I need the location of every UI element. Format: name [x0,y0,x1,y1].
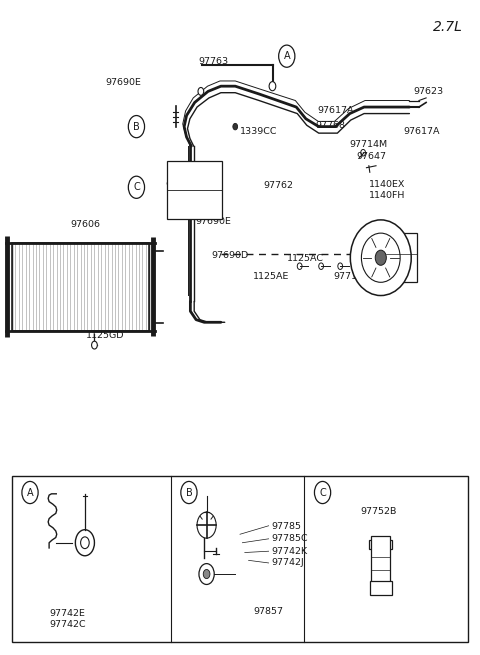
Text: 97690D: 97690D [212,252,249,260]
Text: 2.7L: 2.7L [432,20,463,35]
Text: 1140FH: 1140FH [369,191,405,200]
Text: 97742E: 97742E [49,608,85,618]
Text: 97678: 97678 [165,181,195,190]
Text: 97763: 97763 [199,57,229,66]
Circle shape [203,569,210,578]
Text: 97752B: 97752B [360,507,396,516]
Text: 97690E: 97690E [105,78,141,86]
Text: 97714M: 97714M [350,140,388,149]
Text: 97623: 97623 [413,87,444,96]
Circle shape [233,123,238,130]
Circle shape [75,530,95,556]
Text: A: A [27,487,33,498]
Ellipse shape [350,220,411,295]
Text: A: A [284,51,290,61]
Text: 97742C: 97742C [49,620,85,629]
Bar [369,540,392,550]
Text: 97617A: 97617A [403,127,440,136]
Circle shape [198,88,204,96]
Text: 97785C: 97785C [271,534,308,543]
Text: 97647: 97647 [356,152,386,161]
Text: 1125GD: 1125GD [86,331,125,341]
Circle shape [269,82,276,91]
Text: 97762: 97762 [263,181,293,190]
Text: 97785: 97785 [271,522,301,531]
Text: C: C [133,182,140,193]
Circle shape [319,263,324,269]
Bar [385,233,417,282]
Text: B: B [186,487,192,498]
Text: 1125AC: 1125AC [288,254,324,263]
Circle shape [297,263,302,269]
Text: 97857: 97857 [253,607,283,616]
Text: 97742K: 97742K [271,547,307,555]
Text: B: B [133,122,140,132]
Text: 97742J: 97742J [271,559,304,567]
Bar [12,476,468,642]
Text: 97606: 97606 [70,220,100,229]
Text: 1125AE: 1125AE [253,272,289,281]
Circle shape [375,250,386,265]
Bar [168,160,222,219]
Text: 97690E: 97690E [196,217,232,227]
Circle shape [92,341,97,349]
Circle shape [199,563,214,584]
Bar [371,536,390,582]
Text: 1140EX: 1140EX [369,179,405,189]
Circle shape [338,263,343,269]
Text: C: C [319,487,326,498]
Text: 97714D: 97714D [334,272,371,281]
Text: 97768: 97768 [316,121,346,130]
Text: 1339CC: 1339CC [240,127,278,136]
Text: 97617A: 97617A [317,107,354,115]
Bar [370,580,392,595]
Polygon shape [12,243,149,331]
